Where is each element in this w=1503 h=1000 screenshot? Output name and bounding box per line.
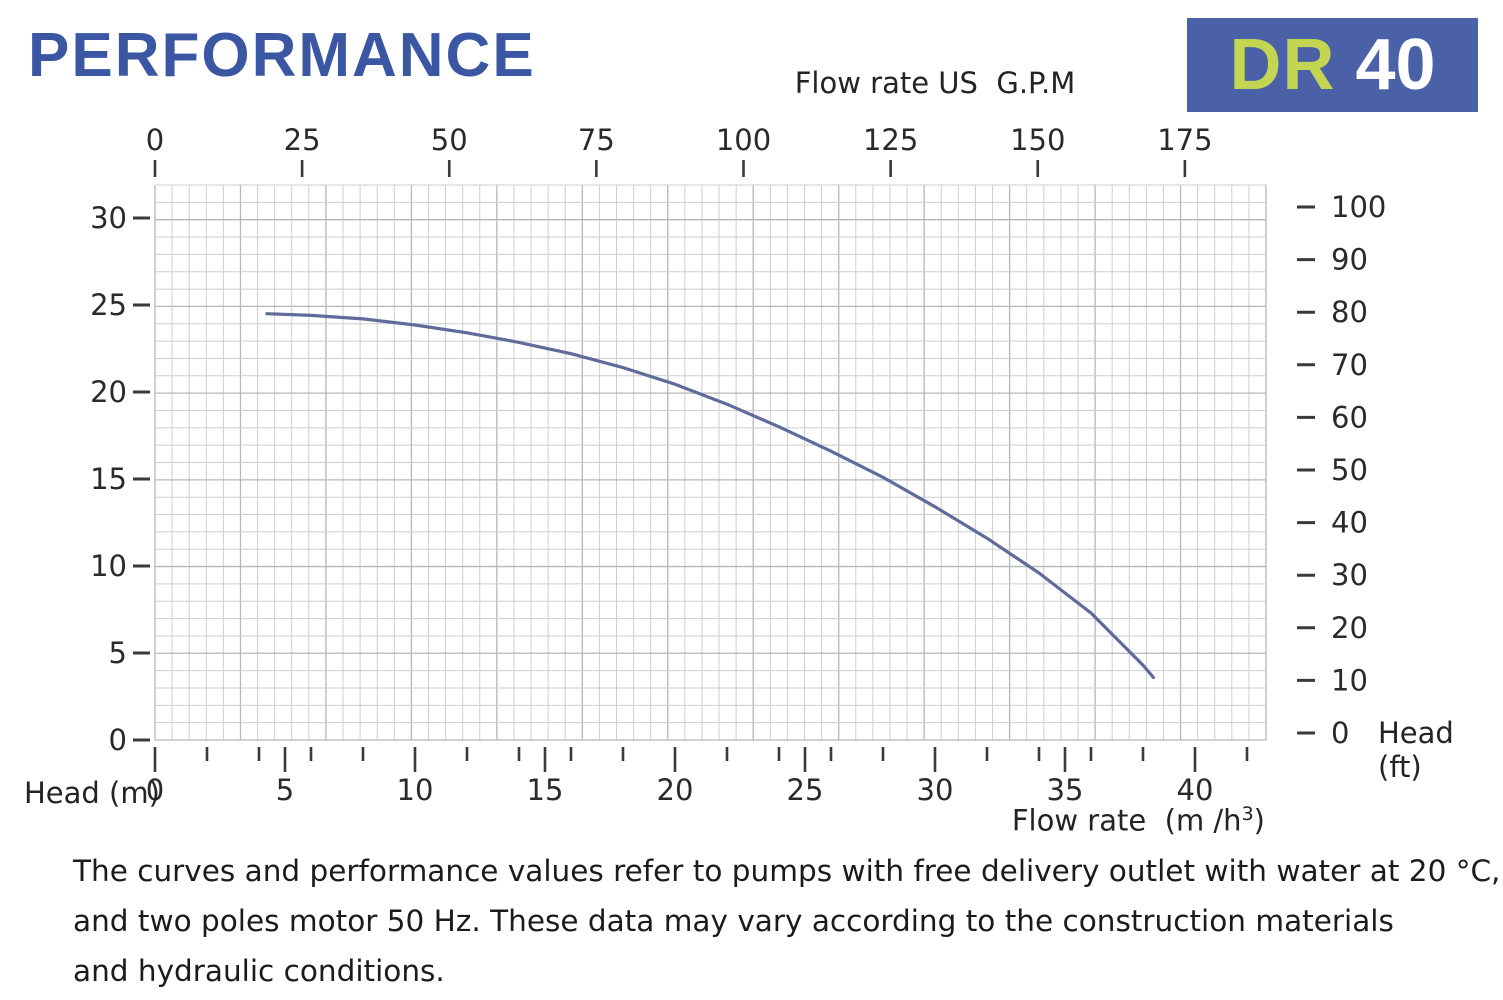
top-axis-tick-label: 0 xyxy=(146,123,164,157)
footnote: The curves and performance values refer … xyxy=(73,846,1501,996)
right-axis-tick-label: 50 xyxy=(1331,453,1368,487)
bottom-axis-tick-label: 5 xyxy=(276,773,294,807)
top-axis-tick-label: 100 xyxy=(716,123,771,157)
left-axis-tick-label: 5 xyxy=(109,636,127,670)
footnote-line: The curves and performance values refer … xyxy=(73,854,1501,888)
bottom-axis-tick-label: 40 xyxy=(1177,773,1214,807)
right-axis-tick-label: 0 xyxy=(1331,716,1349,750)
bottom-axis-tick-label: 15 xyxy=(527,773,564,807)
footnote-line: and hydraulic conditions. xyxy=(73,954,445,988)
model-badge: DR 40 xyxy=(1187,18,1478,112)
top-axis-tick-label: 50 xyxy=(431,123,468,157)
right-axis-tick-label: 30 xyxy=(1331,558,1368,592)
left-axis-tick-label: 20 xyxy=(90,375,127,409)
right-axis-tick-label: 70 xyxy=(1331,348,1368,382)
left-axis-tick-label: 30 xyxy=(90,201,127,235)
right-axis-tick-label: 100 xyxy=(1331,190,1386,224)
head-flow-curve xyxy=(265,312,1155,679)
bottom-axis-tick-label: 35 xyxy=(1047,773,1084,807)
bottom-axis-tick-label: 0 xyxy=(146,773,164,807)
model-badge-series: DR xyxy=(1229,25,1336,105)
bottom-axis-tick-label: 10 xyxy=(397,773,434,807)
bottom-axis-label: Flow rate (m /h3) xyxy=(950,803,1265,838)
footnote-line: and two poles motor 50 Hz. These data ma… xyxy=(73,904,1394,938)
model-badge-size: 40 xyxy=(1355,25,1436,105)
page-title: PERFORMANCE xyxy=(28,21,536,90)
top-axis-tick-label: 150 xyxy=(1010,123,1065,157)
top-axis-tick-label: 75 xyxy=(578,123,615,157)
top-axis-tick-label: 25 xyxy=(284,123,321,157)
bottom-axis-tick-label: 25 xyxy=(787,773,824,807)
top-axis-tick-label: 175 xyxy=(1157,123,1212,157)
left-axis-label: Head (m) xyxy=(24,776,160,810)
bottom-axis-tick-label: 20 xyxy=(657,773,694,807)
right-axis-tick-label: 10 xyxy=(1331,663,1368,697)
left-axis-tick-label: 0 xyxy=(109,723,127,757)
left-axis-tick-label: 25 xyxy=(90,288,127,322)
right-axis-tick-label: 80 xyxy=(1331,295,1368,329)
bottom-axis-tick-label: 30 xyxy=(917,773,954,807)
bottom-axis-label-sup: 3 xyxy=(1241,803,1254,825)
right-axis-tick-label: 40 xyxy=(1331,506,1368,540)
right-axis-tick-label: 20 xyxy=(1331,611,1368,645)
right-axis-label: Head (ft) xyxy=(1378,716,1454,784)
bottom-axis-label-text: Flow rate (m /h xyxy=(1011,803,1242,838)
top-axis-tick-label: 125 xyxy=(863,123,918,157)
top-axis-title: Flow rate US G.P.M xyxy=(794,66,1076,100)
bottom-axis-label-close: ) xyxy=(1253,803,1265,838)
left-axis-tick-label: 15 xyxy=(90,462,127,496)
right-axis-tick-label: 60 xyxy=(1331,400,1368,434)
right-axis-tick-label: 90 xyxy=(1331,243,1368,277)
left-axis-tick-label: 10 xyxy=(90,549,127,583)
